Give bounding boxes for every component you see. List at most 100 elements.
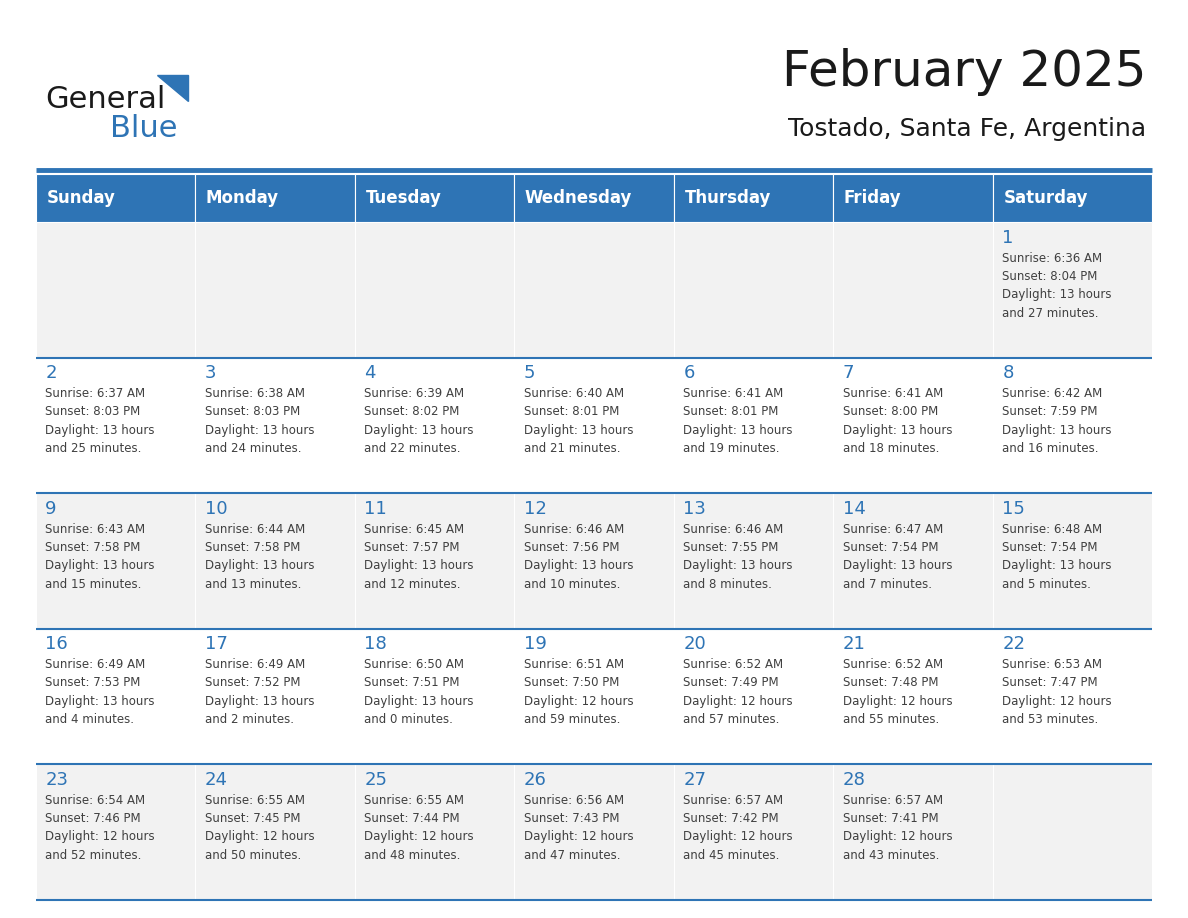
- Text: Sunrise: 6:49 AM: Sunrise: 6:49 AM: [45, 658, 145, 671]
- Text: Monday: Monday: [206, 189, 279, 207]
- Text: Sunrise: 6:56 AM: Sunrise: 6:56 AM: [524, 793, 624, 807]
- Text: Daylight: 13 hours: Daylight: 13 hours: [45, 695, 154, 708]
- Text: 3: 3: [204, 364, 216, 382]
- FancyBboxPatch shape: [514, 629, 674, 764]
- Text: and 25 minutes.: and 25 minutes.: [45, 442, 141, 455]
- Text: Sunset: 8:03 PM: Sunset: 8:03 PM: [204, 406, 299, 419]
- FancyBboxPatch shape: [993, 764, 1152, 900]
- Text: Daylight: 13 hours: Daylight: 13 hours: [204, 424, 314, 437]
- FancyBboxPatch shape: [833, 493, 993, 629]
- Text: Sunrise: 6:38 AM: Sunrise: 6:38 AM: [204, 387, 304, 400]
- Text: Daylight: 12 hours: Daylight: 12 hours: [524, 695, 633, 708]
- Text: Sunrise: 6:52 AM: Sunrise: 6:52 AM: [683, 658, 783, 671]
- FancyBboxPatch shape: [355, 358, 514, 493]
- Text: 19: 19: [524, 635, 546, 653]
- Text: 28: 28: [842, 770, 866, 789]
- FancyBboxPatch shape: [674, 174, 833, 222]
- Text: and 59 minutes.: and 59 minutes.: [524, 713, 620, 726]
- Text: 17: 17: [204, 635, 228, 653]
- Text: and 13 minutes.: and 13 minutes.: [204, 577, 301, 590]
- Text: Sunset: 7:55 PM: Sunset: 7:55 PM: [683, 541, 778, 554]
- Text: Sunrise: 6:41 AM: Sunrise: 6:41 AM: [683, 387, 784, 400]
- Text: Thursday: Thursday: [684, 189, 771, 207]
- Text: Sunset: 7:47 PM: Sunset: 7:47 PM: [1003, 677, 1098, 689]
- FancyBboxPatch shape: [195, 629, 355, 764]
- Text: 2: 2: [45, 364, 57, 382]
- Text: Sunset: 8:00 PM: Sunset: 8:00 PM: [842, 406, 939, 419]
- Text: 26: 26: [524, 770, 546, 789]
- Text: and 52 minutes.: and 52 minutes.: [45, 848, 141, 862]
- Text: 20: 20: [683, 635, 706, 653]
- Text: and 8 minutes.: and 8 minutes.: [683, 577, 772, 590]
- Text: Daylight: 13 hours: Daylight: 13 hours: [524, 559, 633, 572]
- Text: Tostado, Santa Fe, Argentina: Tostado, Santa Fe, Argentina: [789, 117, 1146, 140]
- Text: Sunset: 7:58 PM: Sunset: 7:58 PM: [204, 541, 301, 554]
- Text: Sunrise: 6:52 AM: Sunrise: 6:52 AM: [842, 658, 943, 671]
- Text: Daylight: 13 hours: Daylight: 13 hours: [842, 424, 953, 437]
- Text: Sunrise: 6:54 AM: Sunrise: 6:54 AM: [45, 793, 145, 807]
- Text: and 0 minutes.: and 0 minutes.: [365, 713, 453, 726]
- Text: Sunset: 7:50 PM: Sunset: 7:50 PM: [524, 677, 619, 689]
- Text: 21: 21: [842, 635, 866, 653]
- Text: and 27 minutes.: and 27 minutes.: [1003, 307, 1099, 319]
- Text: Sunrise: 6:51 AM: Sunrise: 6:51 AM: [524, 658, 624, 671]
- Text: and 53 minutes.: and 53 minutes.: [1003, 713, 1099, 726]
- Text: Sunset: 7:41 PM: Sunset: 7:41 PM: [842, 812, 939, 825]
- Text: 8: 8: [1003, 364, 1013, 382]
- FancyBboxPatch shape: [195, 174, 355, 222]
- Text: Sunrise: 6:57 AM: Sunrise: 6:57 AM: [683, 793, 783, 807]
- FancyBboxPatch shape: [355, 174, 514, 222]
- FancyBboxPatch shape: [993, 358, 1152, 493]
- Text: Sunrise: 6:41 AM: Sunrise: 6:41 AM: [842, 387, 943, 400]
- Text: and 12 minutes.: and 12 minutes.: [365, 577, 461, 590]
- Text: Sunset: 7:48 PM: Sunset: 7:48 PM: [842, 677, 939, 689]
- Text: Blue: Blue: [110, 114, 178, 143]
- Text: Daylight: 13 hours: Daylight: 13 hours: [365, 424, 474, 437]
- Text: and 50 minutes.: and 50 minutes.: [204, 848, 301, 862]
- Text: Daylight: 13 hours: Daylight: 13 hours: [1003, 559, 1112, 572]
- Text: Sunset: 7:52 PM: Sunset: 7:52 PM: [204, 677, 301, 689]
- FancyBboxPatch shape: [833, 764, 993, 900]
- Text: Sunset: 8:01 PM: Sunset: 8:01 PM: [683, 406, 778, 419]
- FancyBboxPatch shape: [36, 174, 195, 222]
- FancyBboxPatch shape: [195, 358, 355, 493]
- Text: and 2 minutes.: and 2 minutes.: [204, 713, 293, 726]
- Text: 10: 10: [204, 499, 227, 518]
- FancyBboxPatch shape: [36, 358, 195, 493]
- Text: Daylight: 12 hours: Daylight: 12 hours: [842, 695, 953, 708]
- FancyBboxPatch shape: [674, 629, 833, 764]
- Text: Sunset: 7:46 PM: Sunset: 7:46 PM: [45, 812, 140, 825]
- FancyBboxPatch shape: [833, 629, 993, 764]
- Text: Sunrise: 6:45 AM: Sunrise: 6:45 AM: [365, 522, 465, 535]
- Text: Daylight: 13 hours: Daylight: 13 hours: [365, 695, 474, 708]
- Text: and 48 minutes.: and 48 minutes.: [365, 848, 461, 862]
- FancyBboxPatch shape: [514, 222, 674, 358]
- Text: Daylight: 13 hours: Daylight: 13 hours: [365, 559, 474, 572]
- FancyBboxPatch shape: [993, 493, 1152, 629]
- Text: Sunset: 8:04 PM: Sunset: 8:04 PM: [1003, 270, 1098, 283]
- Text: Sunset: 7:51 PM: Sunset: 7:51 PM: [365, 677, 460, 689]
- Text: Daylight: 12 hours: Daylight: 12 hours: [365, 830, 474, 844]
- Text: Saturday: Saturday: [1004, 189, 1088, 207]
- FancyBboxPatch shape: [36, 493, 195, 629]
- Text: Sunrise: 6:55 AM: Sunrise: 6:55 AM: [204, 793, 304, 807]
- Text: Sunset: 7:53 PM: Sunset: 7:53 PM: [45, 677, 140, 689]
- Text: 13: 13: [683, 499, 706, 518]
- Text: and 19 minutes.: and 19 minutes.: [683, 442, 779, 455]
- Text: Sunrise: 6:42 AM: Sunrise: 6:42 AM: [1003, 387, 1102, 400]
- Text: Daylight: 13 hours: Daylight: 13 hours: [45, 424, 154, 437]
- FancyBboxPatch shape: [674, 222, 833, 358]
- Text: 4: 4: [365, 364, 375, 382]
- FancyBboxPatch shape: [36, 629, 195, 764]
- Text: Daylight: 12 hours: Daylight: 12 hours: [524, 830, 633, 844]
- FancyBboxPatch shape: [993, 174, 1152, 222]
- Text: Sunrise: 6:46 AM: Sunrise: 6:46 AM: [683, 522, 784, 535]
- Text: Daylight: 13 hours: Daylight: 13 hours: [683, 424, 792, 437]
- FancyBboxPatch shape: [993, 629, 1152, 764]
- Text: Sunset: 7:43 PM: Sunset: 7:43 PM: [524, 812, 619, 825]
- Text: 14: 14: [842, 499, 866, 518]
- FancyBboxPatch shape: [833, 174, 993, 222]
- Text: Sunset: 8:03 PM: Sunset: 8:03 PM: [45, 406, 140, 419]
- Text: Daylight: 12 hours: Daylight: 12 hours: [204, 830, 315, 844]
- Text: 6: 6: [683, 364, 695, 382]
